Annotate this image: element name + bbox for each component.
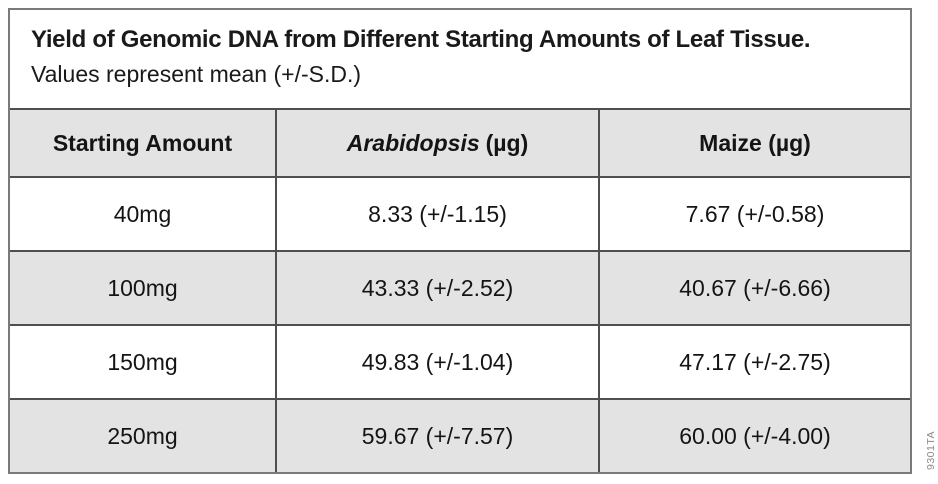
column-header-arabidopsis-unit: (µg) [485, 129, 529, 156]
cell-maize-row4: 60.00 (+/-4.00) [598, 398, 910, 472]
cell-maize-row2: 40.67 (+/-6.66) [598, 250, 910, 324]
cell-arabidopsis-row3: 49.83 (+/-1.04) [275, 324, 598, 398]
column-header-maize: Maize (µg) [598, 108, 910, 176]
table-title: Yield of Genomic DNA from Different Star… [31, 26, 811, 53]
cell-arabidopsis-row4: 59.67 (+/-7.57) [275, 398, 598, 472]
cell-maize-row3: 47.17 (+/-2.75) [598, 324, 910, 398]
table-subtitle: Values represent mean (+/-S.D.) [31, 61, 362, 87]
column-header-starting-amount: Starting Amount [10, 108, 275, 176]
cell-maize-row1: 7.67 (+/-0.58) [598, 176, 910, 250]
table-caption: Yield of Genomic DNA from Different Star… [10, 10, 910, 108]
cell-arabidopsis-row1: 8.33 (+/-1.15) [275, 176, 598, 250]
cell-amount-row4: 250mg [10, 398, 275, 472]
column-header-arabidopsis-species: Arabidopsis [346, 129, 480, 156]
data-table: Yield of Genomic DNA from Different Star… [8, 8, 912, 474]
column-header-arabidopsis: Arabidopsis (µg) [275, 108, 598, 176]
cell-arabidopsis-row2: 43.33 (+/-2.52) [275, 250, 598, 324]
cell-amount-row1: 40mg [10, 176, 275, 250]
cell-amount-row2: 100mg [10, 250, 275, 324]
cell-amount-row3: 150mg [10, 324, 275, 398]
figure-id-watermark: 9301TA [925, 431, 937, 470]
